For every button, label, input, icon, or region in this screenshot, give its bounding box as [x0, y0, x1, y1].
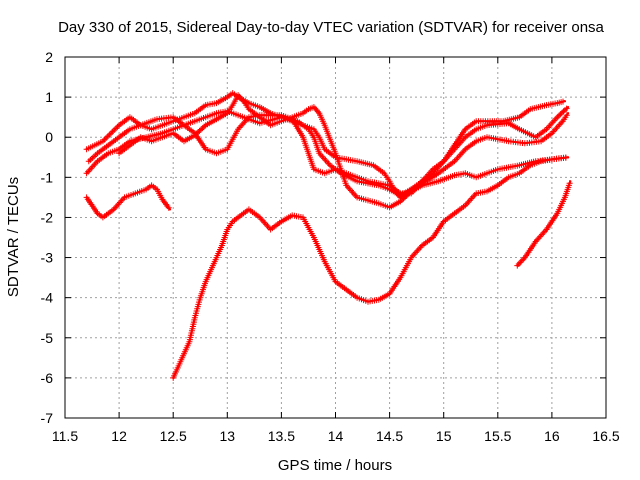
plot-frame [64, 56, 607, 419]
tick-labels: 11.5 12 12.5 13 13.5 14 14.5 15 15.5 16 16.5-7-6-5… [41, 49, 620, 444]
x-tick-label: 12 [111, 428, 127, 444]
x-tick-label: 14 [328, 428, 344, 444]
x-tick-label: 15 [436, 428, 452, 444]
series-line [85, 92, 570, 199]
series-markers [170, 154, 569, 381]
y-tick-label: -5 [41, 330, 54, 346]
series-track-f [170, 154, 570, 381]
x-tick-label: 13.5 [268, 428, 295, 444]
series-markers [116, 92, 569, 211]
y-tick-label: -4 [41, 290, 54, 306]
series-line [87, 100, 566, 195]
x-tick-label: 16.5 [592, 428, 619, 444]
x-tick-label: 15.5 [484, 428, 511, 444]
y-tick-label: 2 [45, 49, 53, 65]
grid [65, 57, 606, 418]
x-tick-label: 14.5 [376, 428, 403, 444]
series-track-d [83, 182, 172, 221]
chart-title: Day 330 of 2015, Sidereal Day-to-day VTE… [58, 19, 604, 36]
x-axis-title: GPS time / hours [278, 457, 392, 474]
x-tick-label: 12.5 [160, 428, 187, 444]
y-tick-label: -2 [41, 209, 54, 225]
y-tick-label: 1 [45, 89, 53, 105]
x-tick-label: 11.5 [52, 428, 78, 444]
series-line [118, 94, 570, 209]
series-line [172, 156, 570, 379]
y-axis-title: SDTVAR / TECUs [5, 177, 22, 297]
series-line [516, 180, 572, 267]
y-tick-label: 0 [45, 129, 53, 145]
y-tick-label: -7 [41, 410, 54, 426]
series-track-e [116, 92, 570, 211]
x-tick-label: 13 [220, 428, 236, 444]
series-markers [83, 182, 172, 221]
series-markers [514, 180, 573, 269]
x-tick-label: 16 [544, 428, 560, 444]
y-tick-label: -3 [41, 250, 54, 266]
data-series [83, 90, 573, 381]
y-tick-label: -6 [41, 370, 54, 386]
series-track-g [514, 180, 573, 269]
y-tick-label: -1 [41, 169, 54, 185]
